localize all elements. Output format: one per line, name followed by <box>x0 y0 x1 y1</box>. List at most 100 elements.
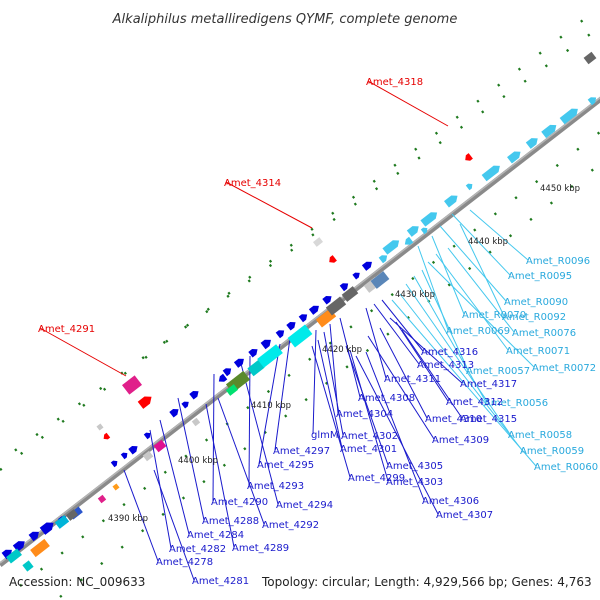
gene-shape <box>248 349 258 358</box>
leader-line <box>153 469 195 581</box>
leader-line <box>123 469 159 562</box>
gene-shape <box>222 368 232 377</box>
gene-arrow <box>465 153 473 161</box>
leader-line <box>447 247 515 333</box>
gene-shape <box>247 359 265 377</box>
gene-label-rna: Amet_R0090 <box>504 297 568 308</box>
gene-shape <box>406 226 419 237</box>
gene-block <box>225 384 239 396</box>
gene-label: Amet_4301 <box>340 444 397 455</box>
gene-shape <box>218 373 228 382</box>
dot-track <box>59 163 600 598</box>
gene-label-rna: Amet_R0070 <box>462 310 526 321</box>
dot-track <box>19 131 600 587</box>
gene-shape <box>313 237 323 247</box>
gene-block <box>97 494 107 504</box>
gene-label: Amet_4299 <box>348 473 405 484</box>
leader-line <box>177 397 205 521</box>
gene-arrow <box>218 373 228 382</box>
gene-shape <box>341 286 359 302</box>
gene-label: Amet_4294 <box>276 500 333 511</box>
leader-line <box>389 317 463 384</box>
gene-arrow <box>541 124 557 139</box>
leader-line <box>373 303 420 365</box>
gene-arrow <box>361 261 372 271</box>
gene-label: Amet_4281 <box>192 576 249 587</box>
gene-shape <box>6 548 22 564</box>
gene-shape <box>225 384 239 396</box>
gene-label-rna: Amet_R0059 <box>520 446 584 457</box>
gene-arrow <box>329 255 337 263</box>
leader-line <box>317 339 343 449</box>
gene-arrow <box>233 358 244 368</box>
gene-arrow <box>169 409 179 418</box>
gene-label: Amet_4310 <box>425 414 482 425</box>
gene-shape <box>65 509 79 521</box>
gene-label-rna: Amet_R0092 <box>502 312 566 323</box>
gene-shape <box>322 296 332 305</box>
leader-line <box>323 331 344 436</box>
gene-shape <box>308 305 319 315</box>
gene-label: Amet_4307 <box>436 510 493 521</box>
gene-shape <box>143 432 151 440</box>
kbp-tick-label: 4400 kbp <box>178 456 218 466</box>
kbp-tick-label: 4410 kbp <box>251 401 291 411</box>
gene-shape <box>286 322 296 331</box>
gene-shape <box>112 483 120 491</box>
gene-label-rna: Amet_R0056 <box>484 398 548 409</box>
gene-arrow <box>189 391 199 400</box>
gene-arrow <box>420 212 438 227</box>
leader-line <box>399 293 523 451</box>
gene-block <box>30 538 50 558</box>
gene-shape <box>39 522 54 535</box>
gene-shape <box>559 108 578 125</box>
kbp-tick-label: 4430 kbp <box>395 290 435 300</box>
gene-label-red: Amet_4314 <box>224 178 281 189</box>
gene-label: Amet_4304 <box>336 409 393 420</box>
leader-line <box>379 327 428 419</box>
gene-shape <box>257 344 283 368</box>
gene-label: Amet_4303 <box>386 477 443 488</box>
kbp-tick-label: 4440 kbp <box>468 237 508 247</box>
gene-shape <box>382 240 400 255</box>
gene-block <box>191 417 201 427</box>
gene-shape <box>298 314 308 323</box>
gene-shape <box>22 560 34 572</box>
gene-arrow <box>339 283 349 292</box>
leader-line <box>365 351 425 501</box>
gene-arrow <box>110 460 118 468</box>
gene-arrow <box>39 522 54 535</box>
gene-label-red: Amet_4318 <box>366 77 423 88</box>
gene-shape <box>97 494 107 504</box>
leader-line <box>405 283 511 435</box>
leader-line <box>413 275 487 403</box>
gene-label: Amet_4302 <box>341 431 398 442</box>
gene-arrow <box>128 446 138 455</box>
leader-line <box>367 335 435 440</box>
leader-line <box>365 307 387 379</box>
gene-arrow <box>525 138 538 149</box>
gene-label: Amet_4292 <box>262 520 319 531</box>
gene-label: Amet_4290 <box>211 497 268 508</box>
gene-arrow <box>559 108 578 125</box>
gene-label: Amet_4315 <box>460 414 517 425</box>
leader-line <box>435 253 509 351</box>
gene-block <box>122 375 142 395</box>
gene-shape <box>329 255 337 263</box>
gene-label-red: Amet_4291 <box>38 324 95 335</box>
gene-shape <box>465 153 473 161</box>
gene-shape <box>110 460 118 468</box>
gene-label: Amet_4297 <box>273 446 330 457</box>
gene-block <box>370 271 390 289</box>
leader-line <box>345 345 389 466</box>
gene-arrow <box>352 272 360 280</box>
gene-block <box>153 439 167 453</box>
kbp-tick-label: 4390 kbp <box>108 514 148 524</box>
gene-label: Amet_4288 <box>202 516 259 527</box>
gene-shape <box>583 51 597 65</box>
leader-line <box>451 213 511 276</box>
kbp-tick-label: 4420 kbp <box>322 345 362 355</box>
gene-label: Amet_4289 <box>232 543 289 554</box>
gene-label: Amet_4306 <box>422 496 479 507</box>
